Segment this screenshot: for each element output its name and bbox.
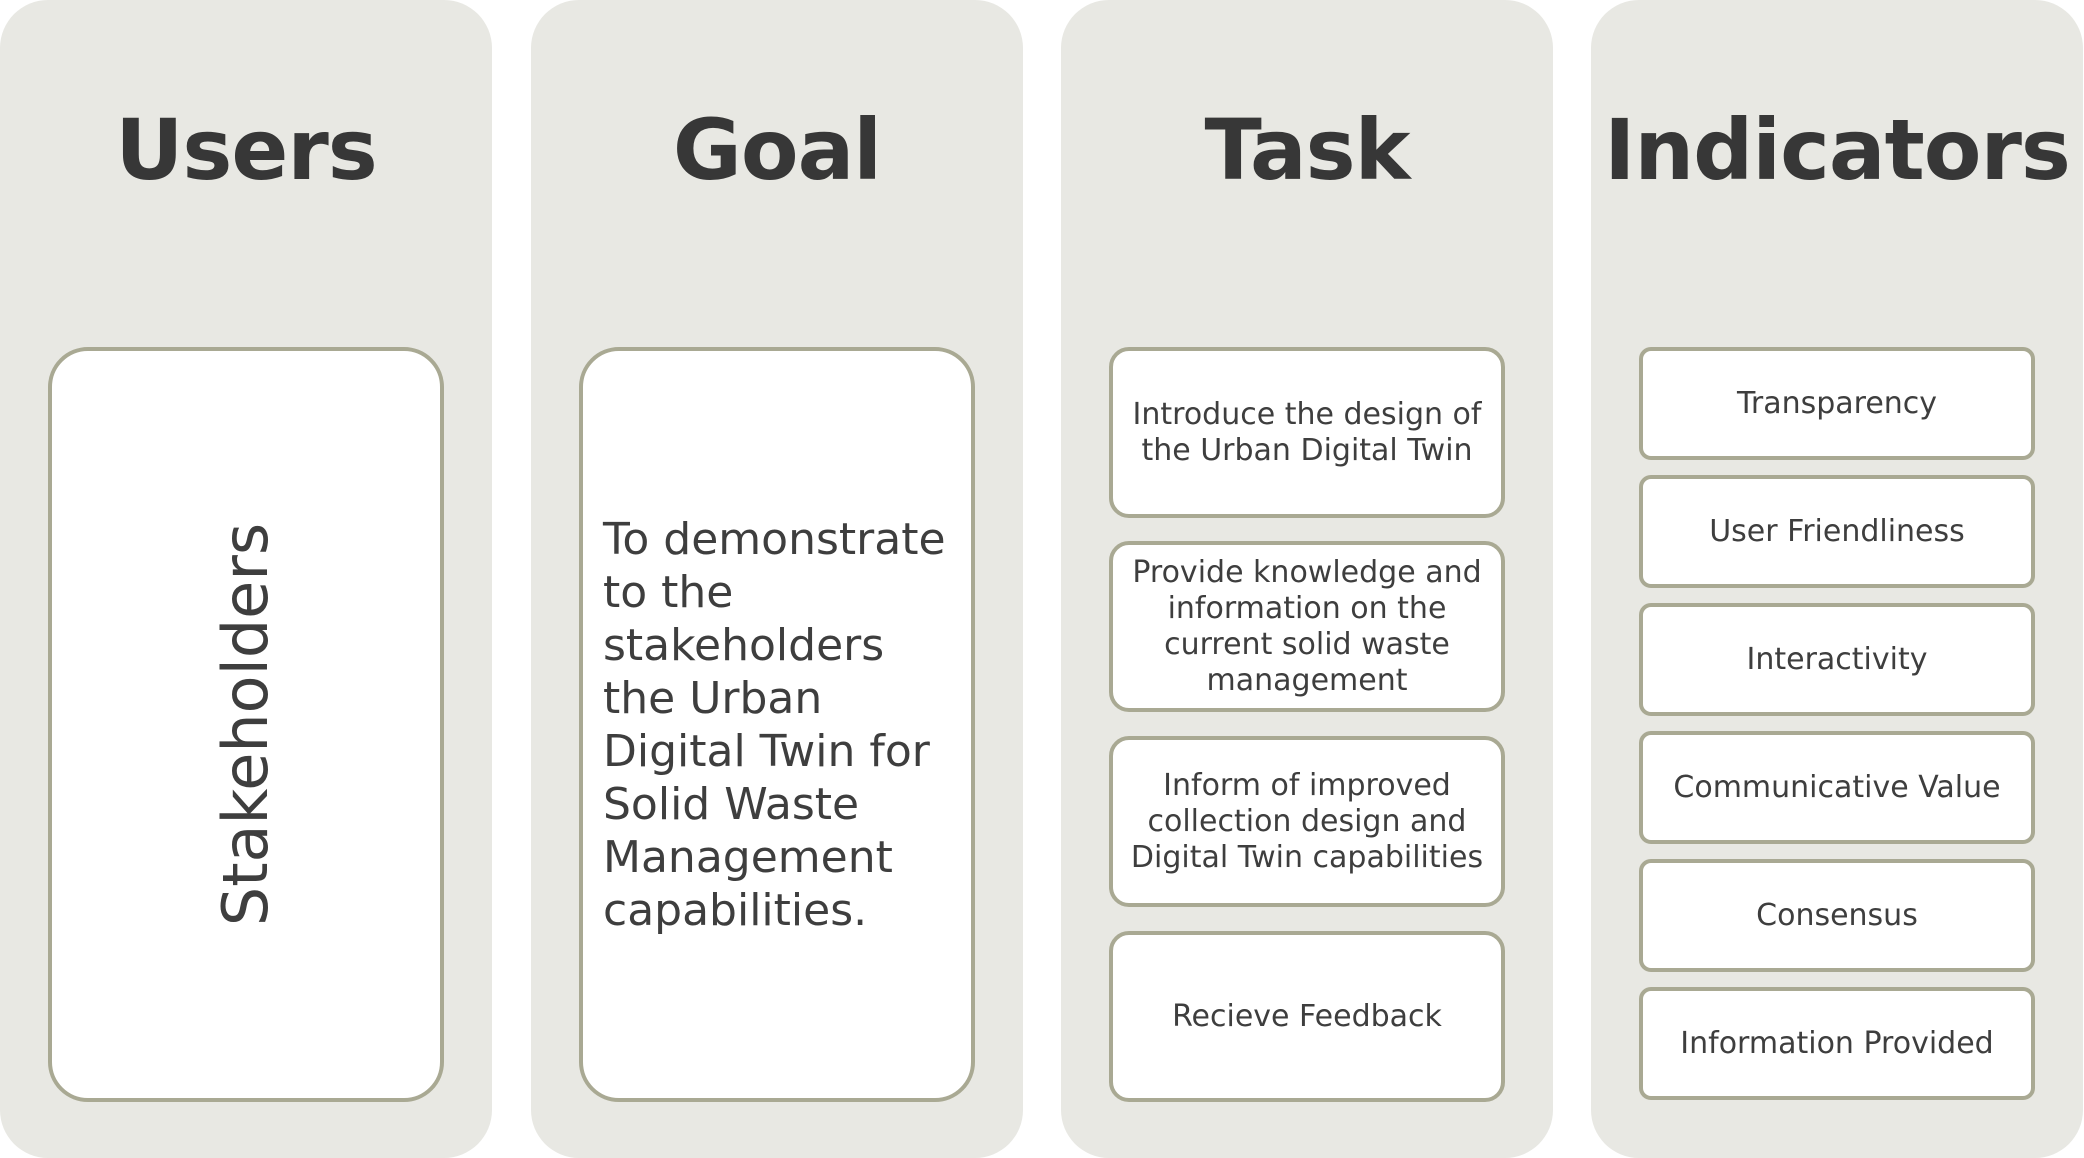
goal-box: To demonstrate to the stakeholders the U… xyxy=(579,347,975,1102)
users-column: Users Stakeholders xyxy=(0,0,492,1158)
task-title: Task xyxy=(1204,101,1410,199)
indicator-item: Information Provided xyxy=(1639,987,2035,1100)
goal-title: Goal xyxy=(672,101,882,199)
indicator-item: Communicative Value xyxy=(1639,731,2035,844)
task-item: Provide knowledge and information on the… xyxy=(1109,541,1505,712)
indicator-item: Transparency xyxy=(1639,347,2035,460)
task-item: Inform of improved collection design and… xyxy=(1109,736,1505,907)
indicator-item: User Friendliness xyxy=(1639,475,2035,588)
indicator-item: Consensus xyxy=(1639,859,2035,972)
goal-column: Goal To demonstrate to the stakeholders … xyxy=(531,0,1023,1158)
goal-description: To demonstrate to the stakeholders the U… xyxy=(603,513,946,936)
task-column: Task Introduce the design of the Urban D… xyxy=(1061,0,1553,1158)
stakeholders-label: Stakeholders xyxy=(209,522,283,927)
task-item: Introduce the design of the Urban Digita… xyxy=(1109,347,1505,518)
indicators-title: Indicators xyxy=(1604,101,2071,199)
indicator-item: Interactivity xyxy=(1639,603,2035,716)
indicators-column: Indicators Transparency User Friendlines… xyxy=(1591,0,2083,1158)
task-item: Recieve Feedback xyxy=(1109,931,1505,1102)
users-title: Users xyxy=(115,101,378,199)
stakeholders-box: Stakeholders xyxy=(48,347,444,1102)
